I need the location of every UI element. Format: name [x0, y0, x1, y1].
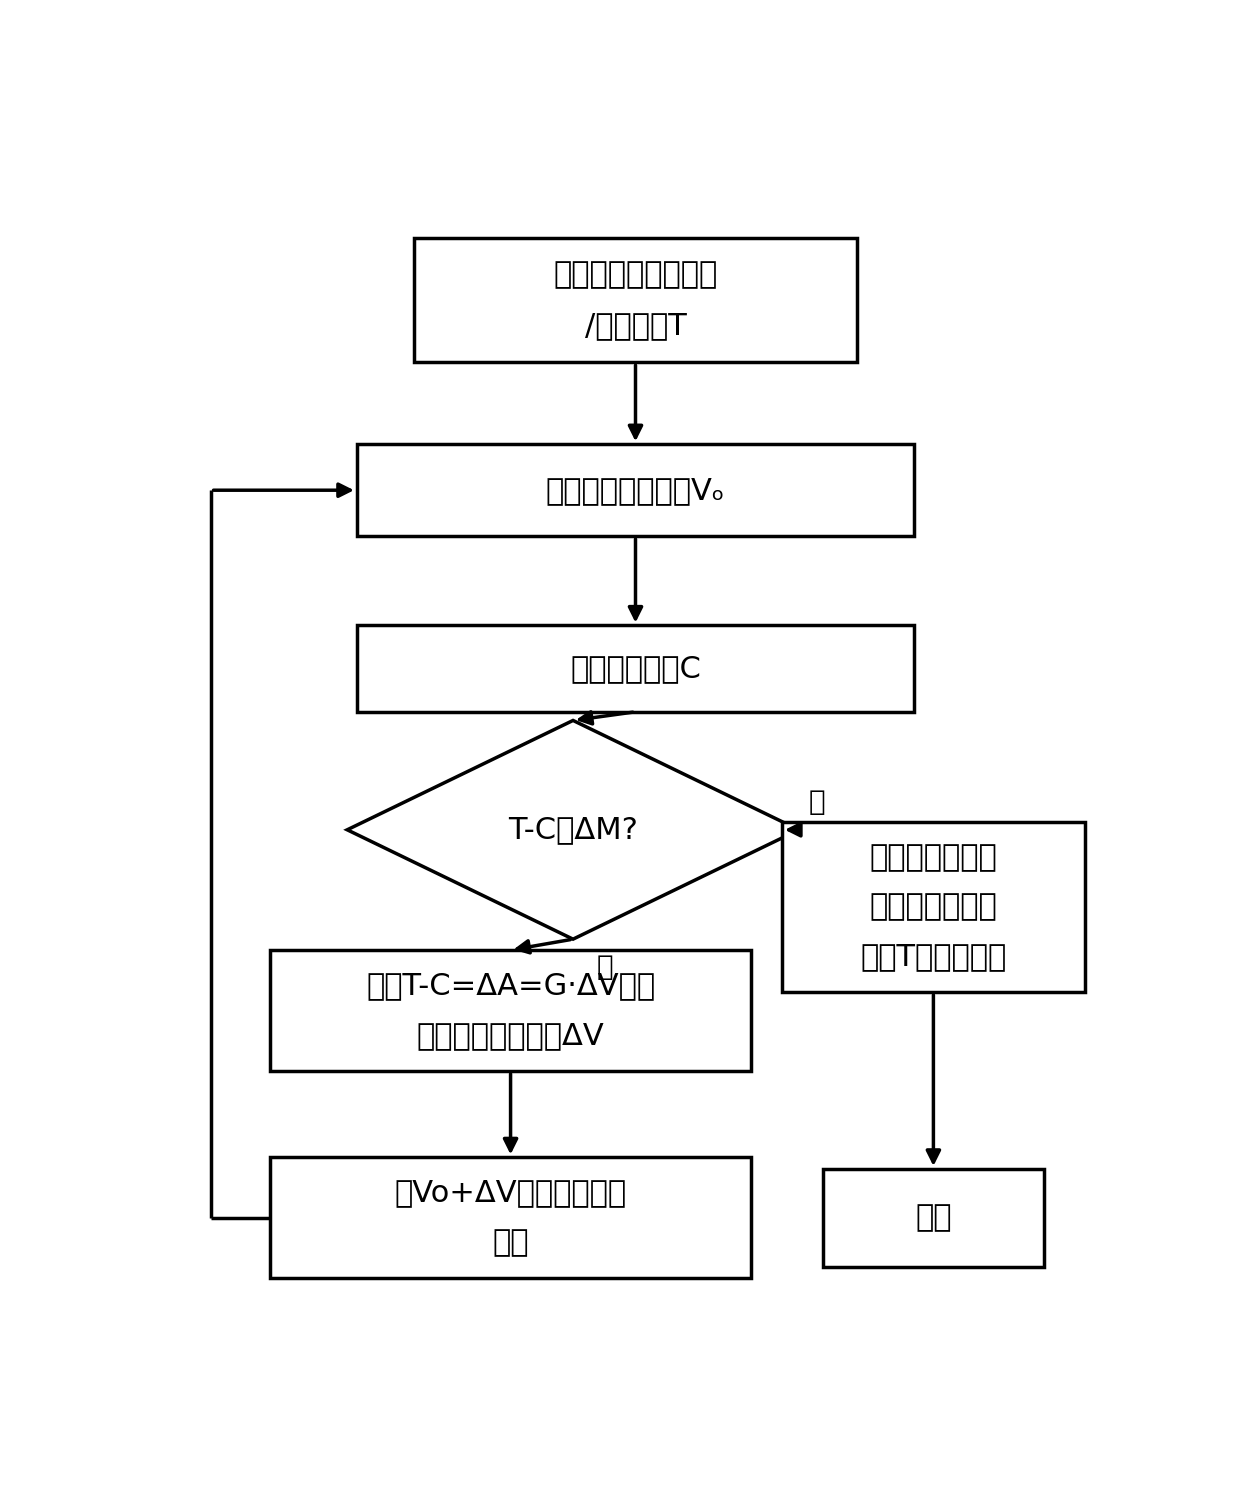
Bar — [270, 951, 750, 1070]
Text: 用Vo+ΔV更新迭代控制: 用Vo+ΔV更新迭代控制 — [394, 1178, 626, 1206]
Text: 输出当前迭代控: 输出当前迭代控 — [869, 843, 997, 872]
Bar — [823, 1169, 1044, 1266]
Text: 根据T-C=ΔA=G·ΔV求解: 根据T-C=ΔA=G·ΔV求解 — [366, 970, 655, 1000]
Bar — [270, 1157, 750, 1278]
Text: 测量实际面形C: 测量实际面形C — [570, 655, 701, 683]
Bar — [414, 238, 857, 362]
Text: 施加迭代控制参数Vₒ: 施加迭代控制参数Vₒ — [546, 475, 725, 505]
Text: 初始化迭代控制参数: 初始化迭代控制参数 — [553, 260, 718, 290]
Text: 结束: 结束 — [915, 1203, 951, 1232]
Text: /目标面形T: /目标面形T — [584, 311, 687, 339]
Bar — [782, 822, 1085, 993]
Text: 面形差值控制参数ΔV: 面形差值控制参数ΔV — [417, 1021, 604, 1051]
Bar — [357, 444, 914, 537]
Text: 制参数作为目标: 制参数作为目标 — [869, 893, 997, 921]
Text: 参数: 参数 — [492, 1229, 528, 1257]
Bar — [357, 625, 914, 712]
Text: 是: 是 — [808, 788, 825, 816]
Text: 否: 否 — [596, 952, 614, 981]
Text: 面形T的控制参数: 面形T的控制参数 — [861, 942, 1007, 970]
Polygon shape — [347, 721, 799, 939]
Text: T-C＜ΔM?: T-C＜ΔM? — [508, 815, 637, 845]
